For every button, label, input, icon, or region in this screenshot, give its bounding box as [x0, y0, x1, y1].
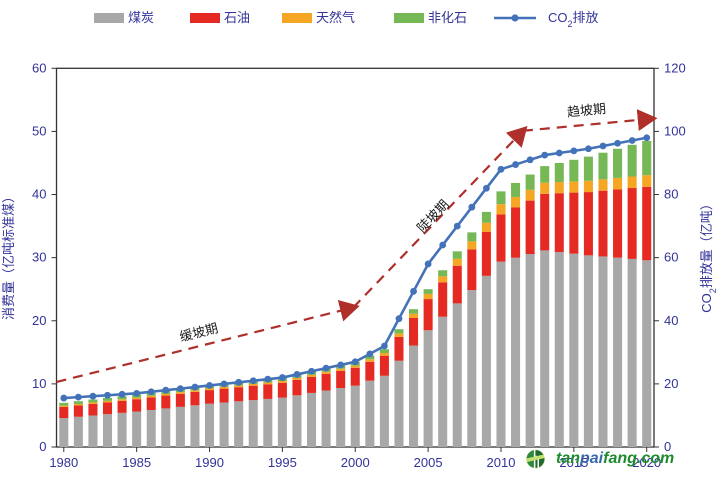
svg-text:2010: 2010	[487, 455, 516, 470]
svg-text:30: 30	[32, 250, 46, 265]
svg-text:60: 60	[664, 250, 678, 265]
svg-text:1995: 1995	[268, 455, 297, 470]
svg-text:陡坡期: 陡坡期	[414, 197, 452, 236]
svg-text:2000: 2000	[341, 455, 370, 470]
svg-text:CO2排放: CO2排放	[548, 10, 599, 29]
svg-text:40: 40	[32, 187, 46, 202]
svg-text:80: 80	[664, 187, 678, 202]
svg-text:0: 0	[39, 439, 46, 454]
svg-text:天然气: 天然气	[316, 10, 355, 25]
svg-text:50: 50	[32, 123, 46, 138]
svg-text:10: 10	[32, 376, 46, 391]
svg-text:20: 20	[664, 376, 678, 391]
svg-text:非化石: 非化石	[428, 10, 467, 25]
svg-text:20: 20	[32, 313, 46, 328]
svg-text:2005: 2005	[414, 455, 443, 470]
svg-text:缓坡期: 缓坡期	[178, 320, 219, 344]
svg-text:60: 60	[32, 60, 46, 75]
svg-text:40: 40	[664, 313, 678, 328]
svg-text:趋坡期: 趋坡期	[566, 101, 606, 120]
svg-text:1980: 1980	[49, 455, 78, 470]
svg-text:tanpaifang.com: tanpaifang.com	[556, 450, 674, 467]
svg-text:煤炭: 煤炭	[128, 10, 154, 25]
svg-text:1990: 1990	[195, 455, 224, 470]
svg-text:100: 100	[664, 123, 686, 138]
svg-text:石油: 石油	[224, 10, 250, 25]
svg-text:1985: 1985	[122, 455, 151, 470]
svg-text:消费量（亿吨标准煤）: 消费量（亿吨标准煤）	[1, 190, 16, 320]
svg-text:CO2排放量（亿吨）: CO2排放量（亿吨）	[699, 197, 718, 313]
svg-text:120: 120	[664, 60, 686, 75]
